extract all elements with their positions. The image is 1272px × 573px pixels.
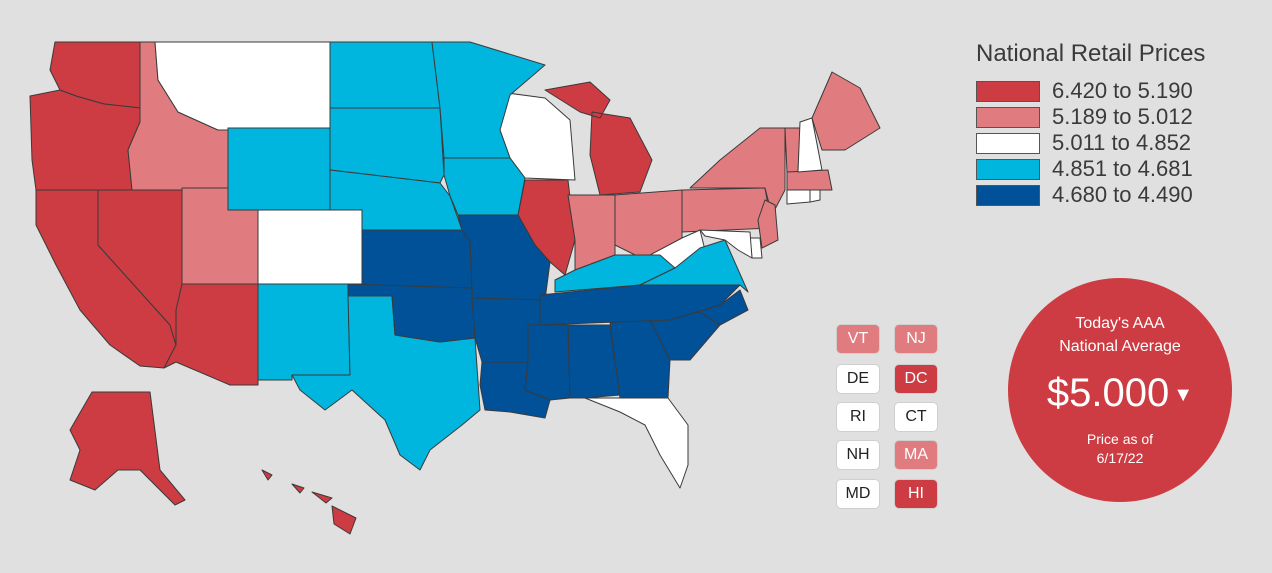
us-map (29, 41, 881, 535)
state-mi[interactable] (544, 81, 653, 196)
small-state-ri[interactable]: RI (836, 402, 880, 432)
legend-row: 6.420 to 5.190 (976, 78, 1236, 104)
avg-price-value: $5.000 (1046, 371, 1170, 415)
caret-down-icon[interactable]: ▼ (1173, 384, 1194, 407)
legend-row: 4.680 to 4.490 (976, 182, 1236, 208)
avg-heading-line2: National Average (1059, 338, 1181, 355)
state-hi[interactable] (261, 469, 357, 535)
state-nd[interactable] (329, 41, 441, 109)
small-state-hi[interactable]: HI (894, 479, 938, 509)
state-wy[interactable] (227, 127, 331, 211)
state-ak[interactable] (69, 391, 186, 506)
legend-label: 4.851 to 4.681 (1052, 156, 1193, 181)
state-co[interactable] (257, 209, 363, 285)
legend-swatch (976, 132, 1040, 154)
small-state-nj[interactable]: NJ (894, 324, 938, 354)
state-ma[interactable] (786, 169, 833, 191)
legend-swatch (976, 158, 1040, 180)
legend-swatch (976, 80, 1040, 102)
legend-row: 4.851 to 4.681 (976, 156, 1236, 182)
state-ms[interactable] (524, 324, 571, 401)
legend-label: 5.011 to 4.852 (1052, 130, 1192, 155)
legend-swatch (976, 106, 1040, 128)
state-md[interactable] (699, 229, 753, 259)
state-nj[interactable] (757, 199, 779, 249)
state-ia[interactable] (443, 157, 526, 216)
state-fl[interactable] (584, 397, 689, 489)
state-me[interactable] (811, 71, 881, 151)
price-asof-date: 6/17/22 (1096, 450, 1144, 466)
state-ky[interactable] (554, 254, 676, 293)
state-vt[interactable] (784, 127, 801, 173)
state-mn[interactable] (431, 41, 546, 159)
legend: National Retail Prices 6.420 to 5.190 5.1… (976, 40, 1236, 208)
state-az[interactable] (163, 283, 259, 386)
state-nm[interactable] (257, 283, 351, 381)
avg-heading-line1: Today's AAA (1075, 315, 1165, 332)
legend-label: 5.189 to 5.012 (1052, 104, 1193, 129)
state-nh[interactable] (797, 117, 823, 173)
state-al[interactable] (567, 324, 621, 399)
legend-label: 4.680 to 4.490 (1052, 182, 1193, 207)
small-state-ma[interactable]: MA (894, 440, 938, 470)
small-state-vt[interactable]: VT (836, 324, 880, 354)
state-ri[interactable] (809, 189, 821, 203)
price-asof-label: Price as of (1086, 431, 1154, 447)
legend-label: 6.420 to 5.190 (1052, 78, 1193, 103)
legend-row: 5.189 to 5.012 (976, 104, 1236, 130)
legend-row: 5.011 to 4.852 (976, 130, 1236, 156)
legend-title: National Retail Prices (976, 40, 1206, 67)
small-state-de[interactable]: DE (836, 364, 880, 394)
small-state-nh[interactable]: NH (836, 440, 880, 470)
state-tn[interactable] (539, 284, 741, 326)
state-ny[interactable] (689, 127, 786, 216)
small-state-dc[interactable]: DC (894, 364, 938, 394)
state-ks[interactable] (361, 229, 473, 289)
small-state-ct[interactable]: CT (894, 402, 938, 432)
state-ct[interactable] (786, 189, 811, 205)
state-sd[interactable] (329, 107, 445, 184)
national-average-badge: Today's AAA National Average $5.000 ▼ Pri… (1008, 278, 1232, 502)
legend-swatch (976, 184, 1040, 206)
small-state-md[interactable]: MD (836, 479, 880, 509)
